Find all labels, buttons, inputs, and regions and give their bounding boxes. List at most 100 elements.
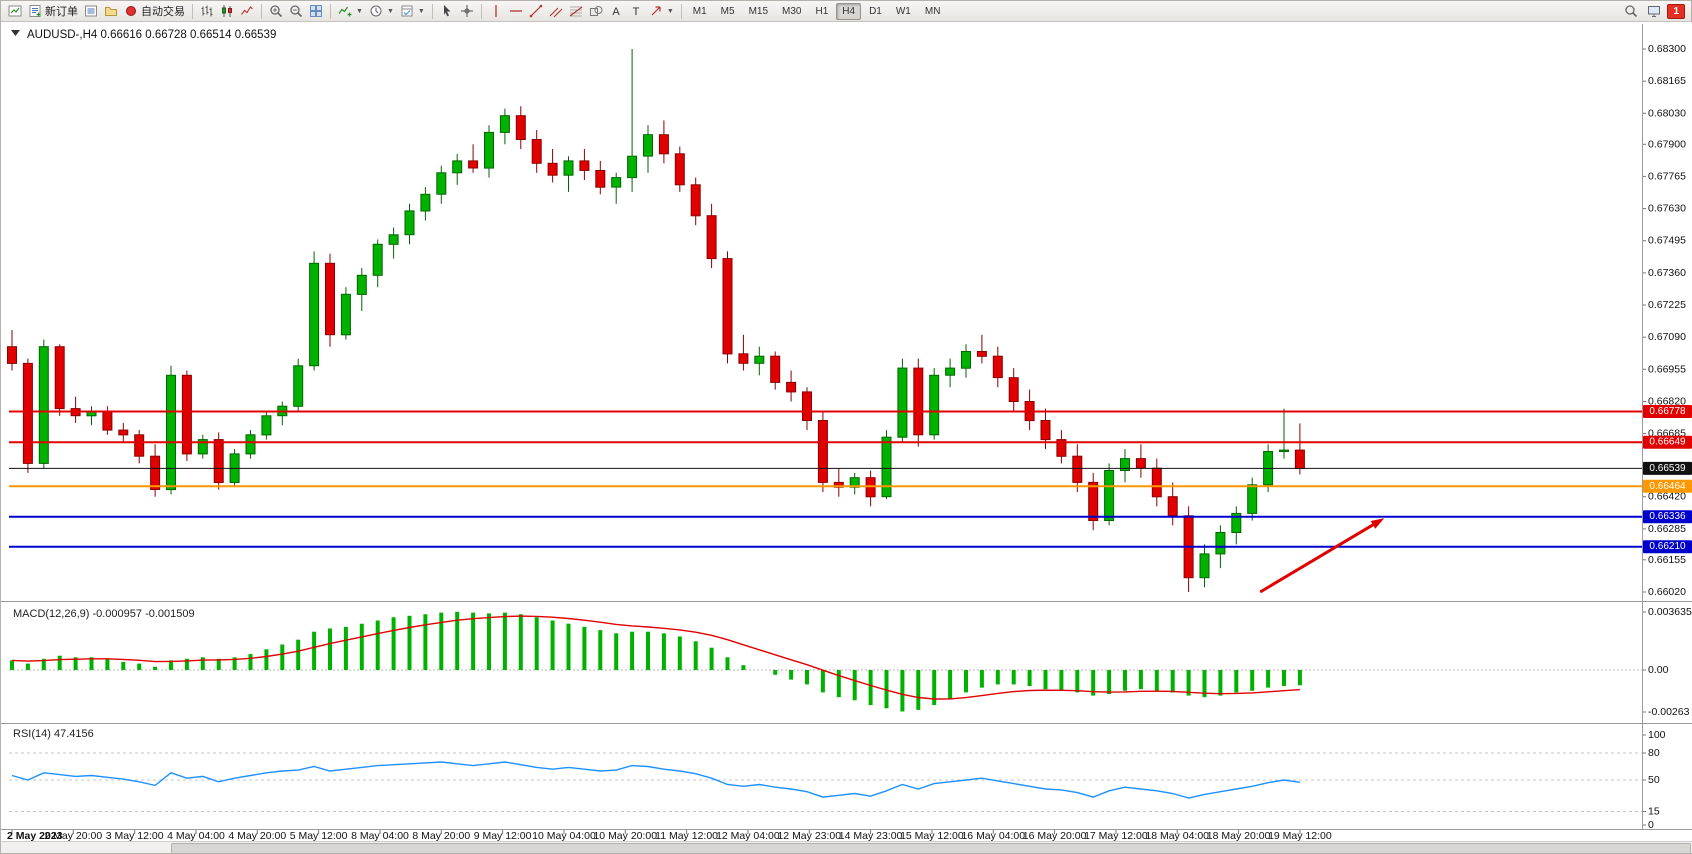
time-axis-label: 5 May 12:00 bbox=[290, 830, 348, 842]
timeframe-mn-button[interactable]: MN bbox=[924, 5, 941, 17]
price-axis-label: 0.66155 bbox=[1648, 554, 1686, 566]
chart-title: AUDUSD-,H4 0.66616 0.66728 0.66514 0.665… bbox=[27, 29, 276, 41]
indicators-icon bbox=[338, 6, 352, 17]
zoom-in-button[interactable] bbox=[266, 2, 286, 21]
horizontal-line-button[interactable] bbox=[506, 2, 526, 21]
candle bbox=[102, 406, 113, 435]
candle bbox=[738, 334, 749, 371]
auto-trading-button[interactable]: 自动交易 bbox=[121, 2, 188, 21]
candle bbox=[54, 344, 65, 416]
dropdown-arrow-icon[interactable]: ▼ bbox=[666, 7, 674, 15]
search-button[interactable] bbox=[1621, 2, 1641, 21]
indicators-button[interactable]: ▼ bbox=[335, 2, 366, 21]
scrollbar-thumb[interactable] bbox=[171, 843, 1691, 854]
bar-chart-button[interactable] bbox=[197, 2, 217, 21]
candle bbox=[7, 330, 17, 371]
time-axis-label: 8 May 04:00 bbox=[351, 830, 409, 842]
crosshair-button[interactable] bbox=[457, 2, 477, 21]
rsi-panel: 100 80 50 150 bbox=[9, 729, 1666, 831]
price-axis-label: 0.66820 bbox=[1648, 396, 1686, 408]
timeframe-m30-button[interactable]: M30 bbox=[782, 5, 802, 17]
dropdown-arrow-icon[interactable]: ▼ bbox=[417, 7, 425, 15]
zoom-out-icon bbox=[290, 5, 303, 18]
price-badge: 0.66649 bbox=[1643, 435, 1692, 449]
new-order-button[interactable]: 新订单 bbox=[25, 2, 81, 21]
candle bbox=[1294, 423, 1305, 475]
template-icon bbox=[401, 5, 413, 17]
price-axis-label: 0.67495 bbox=[1648, 235, 1686, 247]
channel-button[interactable] bbox=[546, 2, 566, 21]
new-chart-button[interactable] bbox=[5, 2, 25, 21]
auto-trading-label: 自动交易 bbox=[141, 6, 185, 18]
timeframe-m15-button[interactable]: M15 bbox=[748, 5, 769, 17]
candle bbox=[388, 227, 399, 259]
dropdown-arrow-icon[interactable]: ▼ bbox=[386, 7, 394, 15]
arrows-button[interactable]: ▼ bbox=[646, 2, 677, 21]
text-label-button[interactable]: T bbox=[626, 2, 646, 21]
candle bbox=[515, 106, 526, 149]
candle bbox=[531, 130, 542, 173]
navigator-button[interactable] bbox=[101, 2, 121, 21]
candle bbox=[1247, 477, 1258, 521]
time-axis-label: 12 May 04:00 bbox=[716, 830, 780, 842]
toolbar-separator bbox=[261, 3, 262, 19]
market-watch-button[interactable] bbox=[81, 2, 101, 21]
timeframe-m5-button[interactable]: M5 bbox=[720, 5, 735, 17]
price-badge: 0.66539 bbox=[1643, 461, 1692, 475]
toolbar-separator bbox=[480, 3, 482, 19]
candle bbox=[70, 396, 81, 423]
candle bbox=[881, 430, 892, 500]
vertical-line-icon bbox=[495, 5, 497, 17]
candle bbox=[1135, 444, 1146, 478]
macd-axis-label: 0.003635 bbox=[1648, 606, 1692, 618]
candle bbox=[1199, 544, 1210, 588]
timeframe-d1-button[interactable]: D1 bbox=[869, 5, 882, 17]
timeframe-m1-button[interactable]: M1 bbox=[692, 5, 707, 17]
candle bbox=[38, 339, 49, 469]
candle bbox=[849, 472, 860, 495]
zoom-out-button[interactable] bbox=[286, 2, 306, 21]
trend-line-button[interactable] bbox=[526, 2, 546, 21]
cursor-button[interactable] bbox=[437, 2, 457, 21]
time-axis-label: 10 May 04:00 bbox=[532, 830, 596, 842]
price-badges: 0.667780.666490.665390.664640.663360.662… bbox=[1643, 405, 1692, 554]
rsi-axis-label: 0 bbox=[1648, 819, 1654, 831]
fibonacci-button[interactable] bbox=[566, 2, 586, 21]
candle bbox=[1279, 408, 1289, 459]
time-axis-label: 16 May 20:00 bbox=[1023, 830, 1087, 842]
vertical-line-button[interactable] bbox=[486, 2, 506, 21]
candlestick-chart-button[interactable] bbox=[217, 2, 237, 21]
price-axis-label: 0.66285 bbox=[1648, 523, 1686, 535]
timeframe-h4-button[interactable]: H4 bbox=[836, 2, 862, 20]
svg-text:0.66778: 0.66778 bbox=[1649, 406, 1686, 417]
tile-windows-button[interactable] bbox=[306, 2, 326, 21]
template-button[interactable]: ▼ bbox=[397, 2, 428, 21]
candle bbox=[150, 444, 161, 497]
price-lines[interactable] bbox=[9, 410, 1642, 548]
candle bbox=[1056, 430, 1067, 464]
line-chart-button[interactable] bbox=[237, 2, 257, 21]
horizontal-scrollbar[interactable] bbox=[1, 841, 1692, 854]
notification-badge[interactable]: 1 bbox=[1667, 3, 1685, 19]
shapes-button[interactable] bbox=[586, 2, 606, 21]
time-axis-label: 2 May 2023 bbox=[7, 830, 63, 842]
trend-arrow[interactable] bbox=[1259, 518, 1385, 594]
text-button[interactable]: A bbox=[606, 2, 626, 21]
timeframe-h1-button[interactable]: H1 bbox=[815, 5, 829, 17]
periods-button[interactable]: ▼ bbox=[366, 2, 397, 21]
candle bbox=[690, 177, 701, 226]
one-click-trading-arrow-icon[interactable] bbox=[11, 30, 20, 36]
timeframe-w1-button[interactable]: W1 bbox=[895, 5, 911, 17]
candle bbox=[1008, 368, 1019, 411]
channel-icon bbox=[549, 7, 563, 18]
macd-axis-label: -0.00263 bbox=[1648, 706, 1690, 718]
terminal-button[interactable] bbox=[1644, 2, 1664, 21]
price-axis-label: 0.67225 bbox=[1648, 299, 1686, 311]
chart-canvas[interactable]: 0.68300 0.68165 0.68030 0.67900 0.67765 0.676… bbox=[1, 22, 1692, 843]
dropdown-arrow-icon[interactable]: ▼ bbox=[356, 7, 363, 15]
chart-window[interactable]: 0.68300 0.68165 0.68030 0.67900 0.67765 0.676… bbox=[1, 22, 1692, 843]
cursor-icon bbox=[443, 5, 451, 17]
candle bbox=[22, 358, 33, 473]
candle bbox=[817, 411, 828, 492]
